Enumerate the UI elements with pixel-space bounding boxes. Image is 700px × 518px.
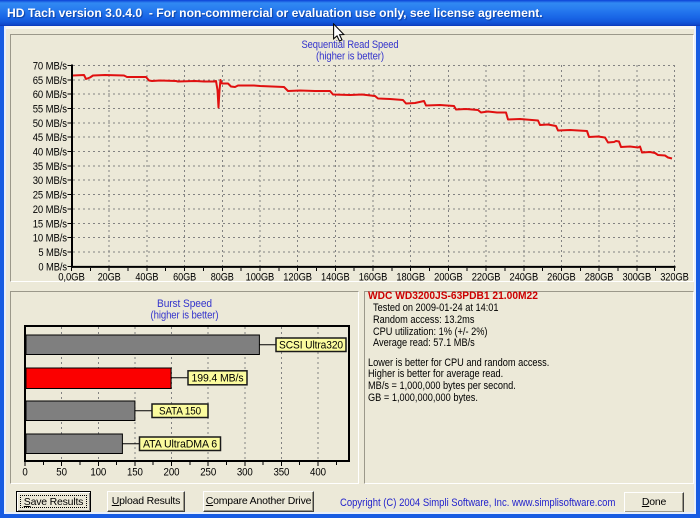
svg-text:200: 200: [164, 467, 180, 479]
svg-text:180GB: 180GB: [396, 272, 425, 284]
svg-text:20 MB/s: 20 MB/s: [33, 204, 67, 216]
svg-text:SCSI Ultra320: SCSI Ultra320: [279, 340, 343, 352]
svg-text:350: 350: [273, 467, 289, 479]
svg-text:60GB: 60GB: [173, 272, 196, 284]
svg-text:50 MB/s: 50 MB/s: [33, 118, 67, 130]
svg-text:10 MB/s: 10 MB/s: [33, 233, 67, 245]
svg-text:45 MB/s: 45 MB/s: [33, 132, 67, 144]
svg-text:80GB: 80GB: [211, 272, 234, 284]
svg-text:40 MB/s: 40 MB/s: [33, 147, 67, 159]
svg-text:260GB: 260GB: [547, 272, 576, 284]
svg-text:25 MB/s: 25 MB/s: [33, 190, 67, 202]
svg-text:55 MB/s: 55 MB/s: [33, 104, 67, 116]
svg-text:100GB: 100GB: [246, 272, 275, 284]
svg-text:150: 150: [127, 467, 143, 479]
svg-text:0: 0: [22, 467, 27, 479]
svg-text:250: 250: [200, 467, 216, 479]
svg-text:(higher is better): (higher is better): [316, 51, 384, 63]
svg-text:SATA 150: SATA 150: [159, 406, 201, 418]
svg-text:Sequential Read Speed: Sequential Read Speed: [302, 39, 399, 51]
svg-text:ATA UltraDMA 6: ATA UltraDMA 6: [143, 439, 217, 451]
svg-text:220GB: 220GB: [472, 272, 501, 284]
svg-text:320GB: 320GB: [660, 272, 689, 284]
svg-text:199.4 MB/s: 199.4 MB/s: [192, 373, 244, 385]
svg-text:160GB: 160GB: [359, 272, 388, 284]
svg-text:50: 50: [56, 467, 67, 479]
svg-text:40GB: 40GB: [135, 272, 158, 284]
svg-text:300GB: 300GB: [623, 272, 652, 284]
svg-text:65 MB/s: 65 MB/s: [33, 75, 67, 87]
svg-text:5 MB/s: 5 MB/s: [38, 247, 67, 259]
svg-text:35 MB/s: 35 MB/s: [33, 161, 67, 173]
svg-text:400: 400: [310, 467, 326, 479]
svg-text:0,0GB: 0,0GB: [58, 272, 85, 284]
svg-text:20GB: 20GB: [98, 272, 121, 284]
svg-text:280GB: 280GB: [585, 272, 614, 284]
svg-text:Burst Speed: Burst Speed: [157, 298, 212, 310]
svg-text:0 MB/s: 0 MB/s: [38, 261, 67, 273]
svg-text:(higher is better): (higher is better): [151, 310, 219, 322]
svg-text:300: 300: [237, 467, 253, 479]
svg-text:70 MB/s: 70 MB/s: [33, 61, 67, 73]
svg-text:120GB: 120GB: [283, 272, 312, 284]
svg-text:200GB: 200GB: [434, 272, 463, 284]
svg-text:240GB: 240GB: [510, 272, 539, 284]
svg-text:140GB: 140GB: [321, 272, 350, 284]
svg-text:15 MB/s: 15 MB/s: [33, 218, 67, 230]
svg-text:30 MB/s: 30 MB/s: [33, 175, 67, 187]
svg-text:100: 100: [90, 467, 106, 479]
svg-text:60 MB/s: 60 MB/s: [33, 89, 67, 101]
